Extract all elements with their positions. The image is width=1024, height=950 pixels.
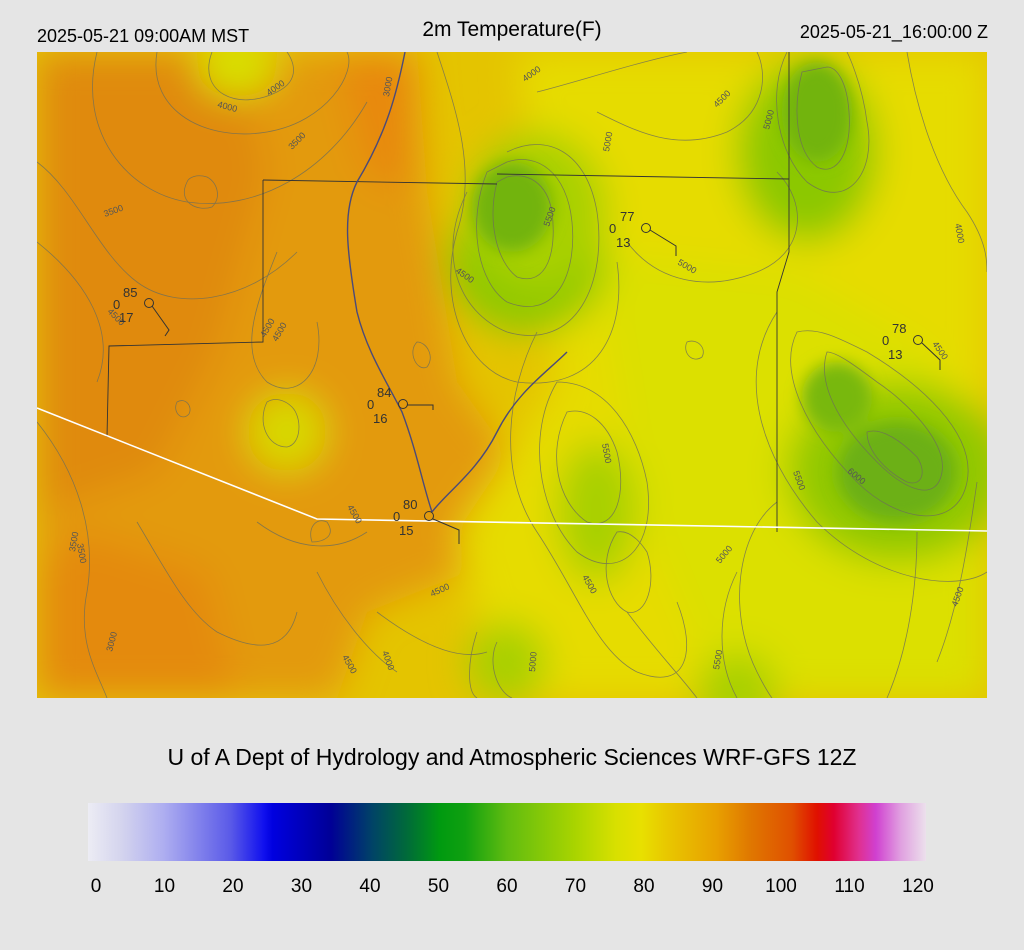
contour-label: 5000 (601, 131, 614, 152)
station-plot[interactable]: 78 0 13 (882, 321, 941, 370)
color-scale-bar (88, 803, 926, 861)
colorbar-tick-label: 90 (701, 876, 724, 897)
colorbar-tick-label: 70 (564, 876, 587, 897)
colorbar-tick-label: 100 (765, 876, 797, 897)
station-dewpoint: 15 (399, 523, 413, 538)
station-temperature: 85 (123, 285, 137, 300)
valid-time-utc: 2025-05-21_16:00:00 Z (799, 22, 988, 42)
contour-label: 3500 (67, 531, 80, 552)
colorbar-tick-label: 0 (90, 876, 102, 897)
colorbar-tick-label: 10 (153, 876, 176, 897)
station-dewpoint: 13 (616, 235, 630, 250)
temperature-shading (37, 52, 987, 698)
station-plot[interactable]: 85 0 17 (113, 285, 170, 337)
station-code: 0 (609, 221, 616, 236)
colorbar-tick-label: 50 (427, 876, 450, 897)
color-scale-ticks: 0 10 20 30 40 50 60 70 80 90 100 110 120 (0, 876, 1024, 900)
station-code: 0 (882, 333, 889, 348)
contour-label: 5500 (600, 443, 613, 464)
colorbar-tick-label: 120 (902, 876, 934, 897)
valid-time-local: 2025-05-21 09:00AM MST (37, 26, 250, 46)
state-border (37, 407, 987, 532)
station-temperature: 78 (892, 321, 906, 336)
colorbar-tick-label: 30 (290, 876, 313, 897)
station-code: 0 (393, 509, 400, 524)
contour-label: 5000 (527, 651, 539, 672)
temperature-map: 4000 3000 4000 4500 3500 3500 4000 4500 … (37, 52, 987, 698)
map-title: 2m Temperature(F) (422, 18, 602, 41)
station-temperature: 84 (377, 385, 391, 400)
colorbar-tick-label: 110 (834, 876, 865, 897)
contour-label: 4000 (953, 223, 966, 244)
contour-label: 5500 (711, 649, 724, 670)
station-dewpoint: 17 (119, 310, 133, 325)
station-dewpoint: 16 (373, 411, 387, 426)
colorbar-tick-label: 80 (633, 876, 655, 897)
station-temperature: 80 (403, 497, 417, 512)
county-boundaries (106, 52, 790, 532)
station-plot[interactable]: 80 0 15 (393, 497, 460, 544)
station-temperature: 77 (620, 209, 634, 224)
rivers (346, 52, 568, 513)
colorbar-tick-label: 40 (359, 876, 381, 897)
model-credit: U of A Dept of Hydrology and Atmospheric… (167, 744, 857, 770)
station-code: 0 (367, 397, 374, 412)
colorbar-tick-label: 60 (496, 876, 518, 897)
station-code: 0 (113, 297, 120, 312)
contour-label: 3000 (381, 76, 394, 97)
station-plot[interactable]: 77 0 13 (609, 209, 677, 256)
station-dewpoint: 13 (888, 347, 902, 362)
colorbar-tick-label: 20 (222, 876, 244, 897)
contour-label: 3500 (75, 543, 88, 564)
station-plot[interactable]: 84 0 16 (367, 385, 434, 426)
elevation-contours (37, 52, 987, 698)
